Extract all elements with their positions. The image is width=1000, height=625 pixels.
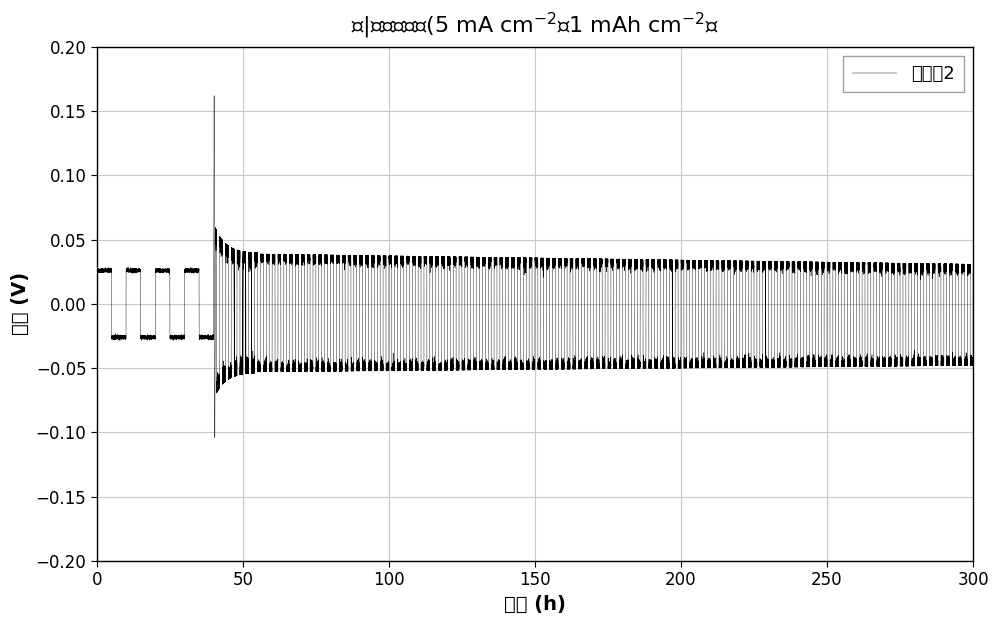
实施例2 bbox=[637, 261, 649, 269]
实施例2 bbox=[967, 269, 979, 277]
实施例2 bbox=[369, 366, 381, 373]
实施例2 bbox=[91, 267, 103, 274]
Legend: 实施例2: 实施例2 bbox=[843, 56, 964, 92]
实施例2 bbox=[242, 370, 254, 378]
Title: 锂|锂对称电池(5 mA cm$^{-2}$，1 mAh cm$^{-2}$）: 锂|锂对称电池(5 mA cm$^{-2}$，1 mAh cm$^{-2}$） bbox=[351, 11, 719, 41]
Line: 实施例2: 实施例2 bbox=[97, 96, 973, 437]
Y-axis label: 电压 (V): 电压 (V) bbox=[11, 272, 30, 336]
实施例2 bbox=[208, 92, 220, 99]
实施例2 bbox=[855, 354, 867, 361]
实施例2 bbox=[209, 434, 221, 441]
实施例2 bbox=[870, 263, 882, 271]
实施例2 bbox=[854, 362, 866, 370]
X-axis label: 时间 (h): 时间 (h) bbox=[504, 595, 566, 614]
